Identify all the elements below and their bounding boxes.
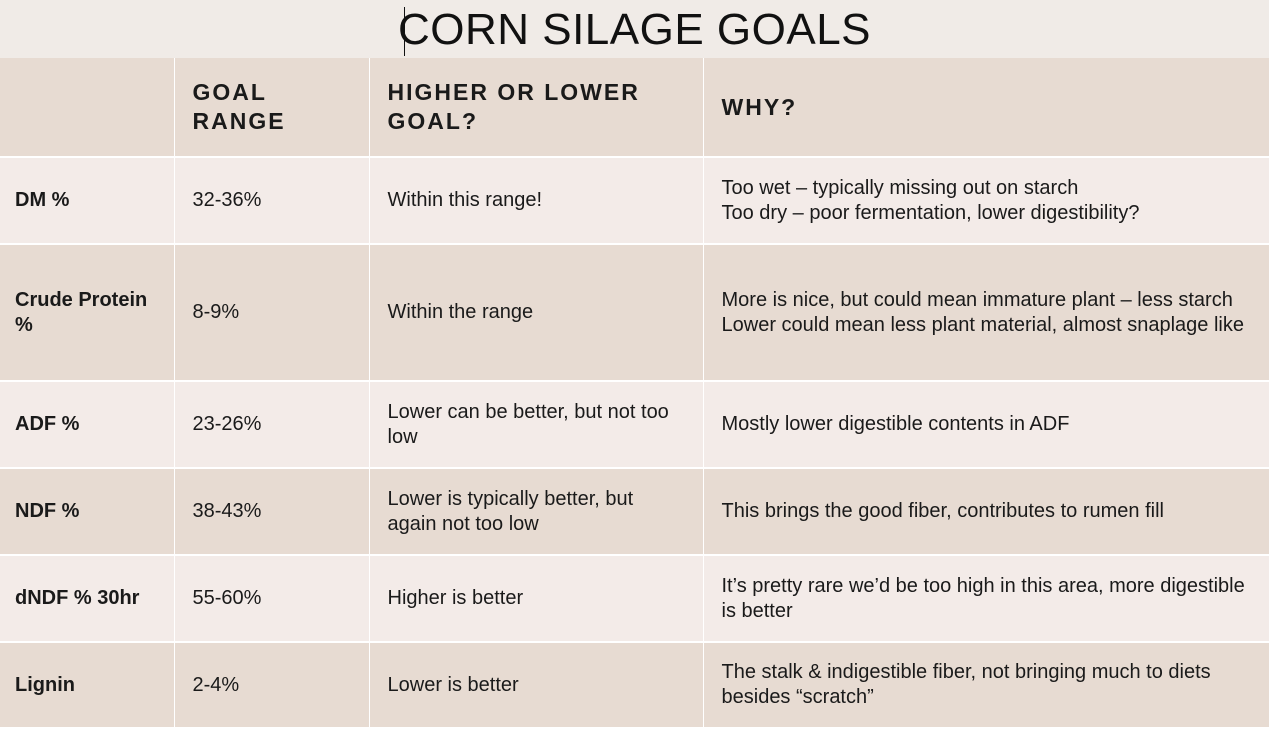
why-line: Mostly lower digestible contents in ADF bbox=[721, 413, 1070, 435]
cell-why: The stalk & indigestible fiber, not brin… bbox=[703, 642, 1269, 729]
table-row: NDF % 38-43% Lower is typically better, … bbox=[0, 468, 1269, 556]
why-line: More is nice, but could mean immature pl… bbox=[721, 288, 1233, 311]
cell-direction: Lower can be better, but not too low bbox=[369, 381, 704, 469]
cell-direction: Lower is typically better, but again not… bbox=[369, 468, 704, 556]
cell-goal-range: 55-60% bbox=[174, 555, 370, 643]
text-cursor bbox=[404, 7, 405, 56]
why-line: Lower could mean less plant material, al… bbox=[721, 313, 1245, 336]
cell-goal-range: 2-4% bbox=[174, 642, 370, 729]
why-line: It’s pretty rare we’d be too high in thi… bbox=[721, 574, 1245, 622]
cell-why: More is nice, but could mean immature pl… bbox=[703, 244, 1269, 382]
cell-parameter: NDF % bbox=[0, 468, 175, 556]
table-row: ADF % 23-26% Lower can be better, but no… bbox=[0, 381, 1269, 469]
cell-why: Mostly lower digestible contents in ADF bbox=[703, 381, 1269, 469]
goals-table: GOAL RANGE HIGHER OR LOWER GOAL? WHY? DM… bbox=[0, 58, 1269, 729]
table-row: Lignin 2-4% Lower is better The stalk & … bbox=[0, 642, 1269, 729]
cell-why: It’s pretty rare we’d be too high in thi… bbox=[703, 555, 1269, 643]
cell-goal-range: 32-36% bbox=[174, 157, 370, 245]
cell-parameter: Lignin bbox=[0, 642, 175, 729]
page-title[interactable]: CORN SILAGE GOALS bbox=[397, 5, 872, 54]
cell-direction: Within this range! bbox=[369, 157, 704, 245]
why-line: Too dry – poor fermentation, lower diges… bbox=[721, 201, 1140, 224]
cell-parameter: DM % bbox=[0, 157, 175, 245]
why-line: The stalk & indigestible fiber, not brin… bbox=[721, 661, 1211, 708]
cell-goal-range: 23-26% bbox=[174, 381, 370, 469]
cell-goal-range: 8-9% bbox=[174, 244, 370, 382]
header-cell-direction: HIGHER OR LOWER GOAL? bbox=[369, 58, 704, 158]
cell-direction: Within the range bbox=[369, 244, 704, 382]
table-row: Crude Protein % 8-9% Within the range Mo… bbox=[0, 244, 1269, 382]
table-header-row: GOAL RANGE HIGHER OR LOWER GOAL? WHY? bbox=[0, 58, 1269, 158]
why-line: Too wet – typically missing out on starc… bbox=[721, 176, 1079, 199]
cell-parameter: Crude Protein % bbox=[0, 244, 175, 382]
cell-why: This brings the good fiber, contributes … bbox=[703, 468, 1269, 556]
cell-direction: Lower is better bbox=[369, 642, 704, 729]
header-cell-goal-range: GOAL RANGE bbox=[174, 58, 370, 158]
header-cell-parameter bbox=[0, 58, 175, 158]
title-bar bbox=[0, 0, 1269, 57]
why-line: This brings the good fiber, contributes … bbox=[721, 500, 1164, 522]
cell-why: Too wet – typically missing out on starc… bbox=[703, 157, 1269, 245]
cell-parameter: dNDF % 30hr bbox=[0, 555, 175, 643]
table-row: dNDF % 30hr 55-60% Higher is better It’s… bbox=[0, 555, 1269, 643]
header-cell-why: WHY? bbox=[703, 58, 1269, 158]
cell-parameter: ADF % bbox=[0, 381, 175, 469]
table-row: DM % 32-36% Within this range! Too wet –… bbox=[0, 157, 1269, 245]
cell-direction: Higher is better bbox=[369, 555, 704, 643]
cell-goal-range: 38-43% bbox=[174, 468, 370, 556]
